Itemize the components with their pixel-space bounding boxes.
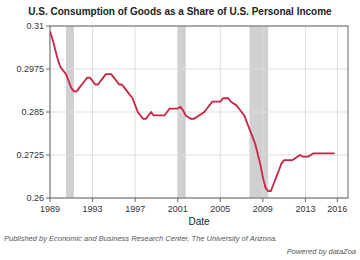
x-tick <box>337 198 338 202</box>
x-tick <box>305 198 306 202</box>
x-tick-label: 1989 <box>40 204 60 214</box>
y-tick-label: 0.26 <box>26 193 44 203</box>
x-grid-line <box>337 26 338 198</box>
x-tick-label: 2001 <box>168 204 188 214</box>
y-tick <box>46 26 50 27</box>
footer-right: Powered by dataZoa <box>287 247 356 256</box>
footer-left: Published by Economic and Business Resea… <box>4 234 277 243</box>
x-tick-label: 2013 <box>295 204 315 214</box>
x-tick-label: 2005 <box>210 204 230 214</box>
y-tick-label: 0.285 <box>21 107 44 117</box>
grid <box>50 26 348 198</box>
axes: 0.26 0.2725 0.285 0.2975 0.31 1989 1993 1997 200… <box>16 21 348 214</box>
y-tick-label: 0.2725 <box>16 150 44 160</box>
y-tick <box>46 112 50 113</box>
x-tick <box>220 198 221 202</box>
x-grid-line <box>305 26 306 198</box>
x-tick-label: 2009 <box>253 204 273 214</box>
x-tick <box>50 198 51 202</box>
chart-container: 0.26 0.2725 0.285 0.2975 0.31 1989 1993 1997 200… <box>0 0 360 260</box>
x-grid-line <box>220 26 221 198</box>
y-tick <box>46 155 50 156</box>
series <box>50 31 335 191</box>
x-tick <box>177 198 178 202</box>
y-tick <box>46 198 50 199</box>
y-grid-line <box>50 155 348 156</box>
x-tick <box>92 198 93 202</box>
y-tick <box>46 69 50 70</box>
x-axis-label: Date <box>188 216 210 227</box>
chart-title: U.S. Consumption of Goods as a Share of … <box>28 6 332 17</box>
y-tick-label: 0.31 <box>26 21 44 31</box>
plot-background <box>50 26 348 198</box>
plot-frame <box>50 26 348 198</box>
x-grid-line <box>92 26 93 198</box>
x-tick-label: 1993 <box>83 204 103 214</box>
series-line <box>50 31 335 191</box>
y-grid-line <box>50 112 348 113</box>
x-tick-label: 1997 <box>125 204 145 214</box>
y-tick-label: 0.2975 <box>16 64 44 74</box>
x-grid-line <box>177 26 178 198</box>
chart-svg: 0.26 0.2725 0.285 0.2975 0.31 1989 1993 1997 200… <box>0 0 360 260</box>
x-tick-label: 2016 <box>327 204 347 214</box>
x-tick <box>135 198 136 202</box>
x-tick <box>262 198 263 202</box>
x-grid-line <box>135 26 136 198</box>
y-grid-line <box>50 69 348 70</box>
